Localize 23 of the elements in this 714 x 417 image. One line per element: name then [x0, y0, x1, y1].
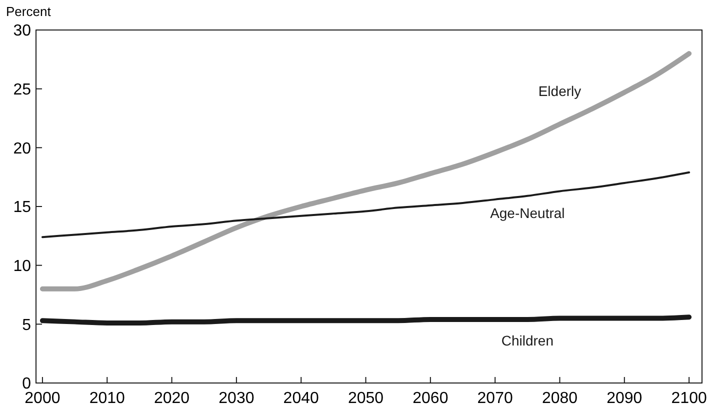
x-tick-label: 2040: [283, 390, 320, 407]
y-tick-label: 15: [13, 199, 32, 216]
series-label: Children: [501, 332, 554, 348]
y-axis-title: Percent: [6, 4, 52, 19]
series-label: Age-Neutral: [490, 204, 565, 221]
x-tick-label: 2010: [89, 390, 126, 407]
x-tick-label: 2100: [671, 390, 707, 407]
x-tick-label: 2070: [477, 390, 513, 407]
y-tick-label: 30: [13, 22, 32, 40]
y-tick-label: 5: [22, 316, 32, 334]
y-tick-label: 20: [13, 140, 32, 158]
y-tick-label: 25: [13, 81, 32, 98]
x-tick-label: 2090: [606, 390, 642, 407]
x-tick-label: 2020: [154, 390, 190, 407]
x-tick-label: 2060: [412, 390, 448, 407]
x-tick-label: 2080: [542, 390, 578, 407]
x-tick-label: 2050: [348, 390, 384, 407]
y-tick-label: 0: [22, 376, 32, 393]
x-tick-label: 2000: [24, 390, 60, 407]
y-tick-label: 10: [13, 258, 32, 275]
line-series: [41, 171, 690, 238]
x-tick-label: 2030: [218, 390, 254, 407]
series-label: Elderly: [538, 83, 582, 100]
